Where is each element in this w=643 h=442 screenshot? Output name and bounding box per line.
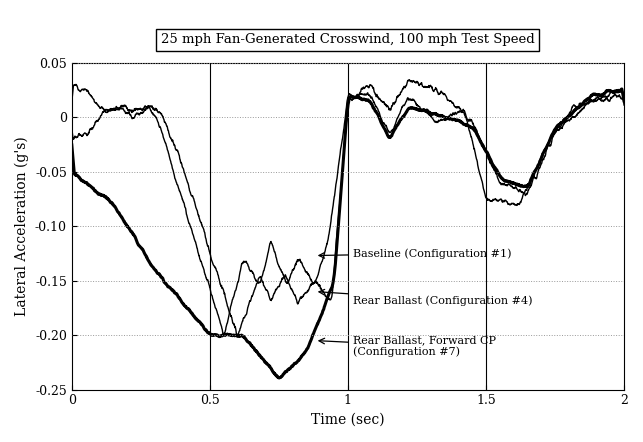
Text: Rear Ballast, Forward CP
(Configuration #7): Rear Ballast, Forward CP (Configuration … (319, 335, 496, 357)
X-axis label: Time (sec): Time (sec) (311, 413, 385, 427)
Text: Rear Ballast (Configuration #4): Rear Ballast (Configuration #4) (319, 290, 533, 305)
Text: 25 mph Fan-Generated Crosswind, 100 mph Test Speed: 25 mph Fan-Generated Crosswind, 100 mph … (161, 33, 535, 46)
Text: Baseline (Configuration #1): Baseline (Configuration #1) (319, 248, 512, 259)
Y-axis label: Lateral Acceleration (g's): Lateral Acceleration (g's) (15, 136, 30, 316)
